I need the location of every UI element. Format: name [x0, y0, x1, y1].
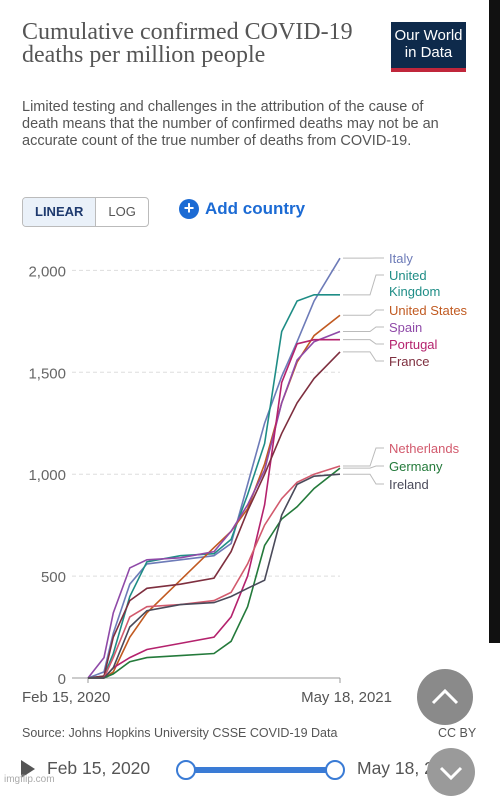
series-line — [88, 258, 340, 678]
y-tick-label: 1,500 — [28, 365, 66, 382]
scale-toggle: LINEAR LOG — [22, 197, 149, 227]
timeline-track[interactable] — [184, 767, 336, 773]
log-scale-button[interactable]: LOG — [96, 198, 147, 226]
legend-connector — [343, 275, 384, 295]
y-tick-label: 500 — [41, 569, 66, 586]
plus-icon: + — [179, 199, 199, 219]
series-line — [88, 295, 340, 678]
legend-label: Netherlands — [389, 441, 460, 456]
add-country-button[interactable]: + Add country — [179, 199, 305, 219]
chart-subtitle: Limited testing and challenges in the at… — [22, 99, 462, 150]
line-chart: 0 500 1,000 1,500 2,000 Feb 15, 2020 May 18, 2… — [0, 240, 489, 710]
legend-connector — [343, 448, 384, 466]
screen-edge — [489, 0, 500, 643]
series-line — [88, 315, 340, 678]
logo-line-1: Our World — [391, 27, 466, 44]
legend-label: United — [389, 268, 427, 283]
x-tick-label: May 18, 2021 — [301, 689, 392, 706]
legend-label: United States — [389, 303, 468, 318]
y-tick-label: 0 — [58, 671, 66, 688]
legend-connector — [343, 340, 384, 344]
legend-label: Kingdom — [389, 284, 440, 299]
scroll-up-button[interactable] — [417, 669, 473, 725]
y-tick-label: 2,000 — [28, 263, 66, 280]
add-country-label: Add country — [205, 199, 305, 219]
x-tick-label: Feb 15, 2020 — [22, 689, 110, 706]
chevron-up-icon — [417, 669, 473, 725]
owid-logo[interactable]: Our World in Data — [391, 22, 466, 68]
legend-connector — [343, 310, 384, 315]
watermark: imgflip.com — [4, 774, 55, 785]
linear-scale-button[interactable]: LINEAR — [23, 198, 96, 226]
legend-connector — [343, 474, 384, 484]
source-text: Source: Johns Hopkins University CSSE CO… — [22, 726, 337, 740]
y-tick-label: 1,000 — [28, 467, 66, 484]
legend-connector — [343, 352, 384, 361]
logo-accent-bar — [391, 68, 466, 72]
timeline-end-handle[interactable] — [325, 760, 345, 780]
legend-label: France — [389, 354, 429, 369]
timeline-start-label: Feb 15, 2020 — [47, 758, 150, 779]
logo-line-2: in Data — [391, 44, 466, 61]
chart-title: Cumulative confirmed COVID-19 deaths per… — [22, 21, 382, 67]
legend-connector — [343, 327, 384, 332]
legend-label: Portugal — [389, 337, 438, 352]
series-line — [88, 352, 340, 678]
license-link[interactable]: CC BY — [438, 726, 476, 740]
legend-label: Italy — [389, 251, 413, 266]
legend-label: Ireland — [389, 477, 429, 492]
legend-label: Spain — [389, 320, 422, 335]
legend-label: Germany — [389, 459, 443, 474]
timeline-start-handle[interactable] — [176, 760, 196, 780]
